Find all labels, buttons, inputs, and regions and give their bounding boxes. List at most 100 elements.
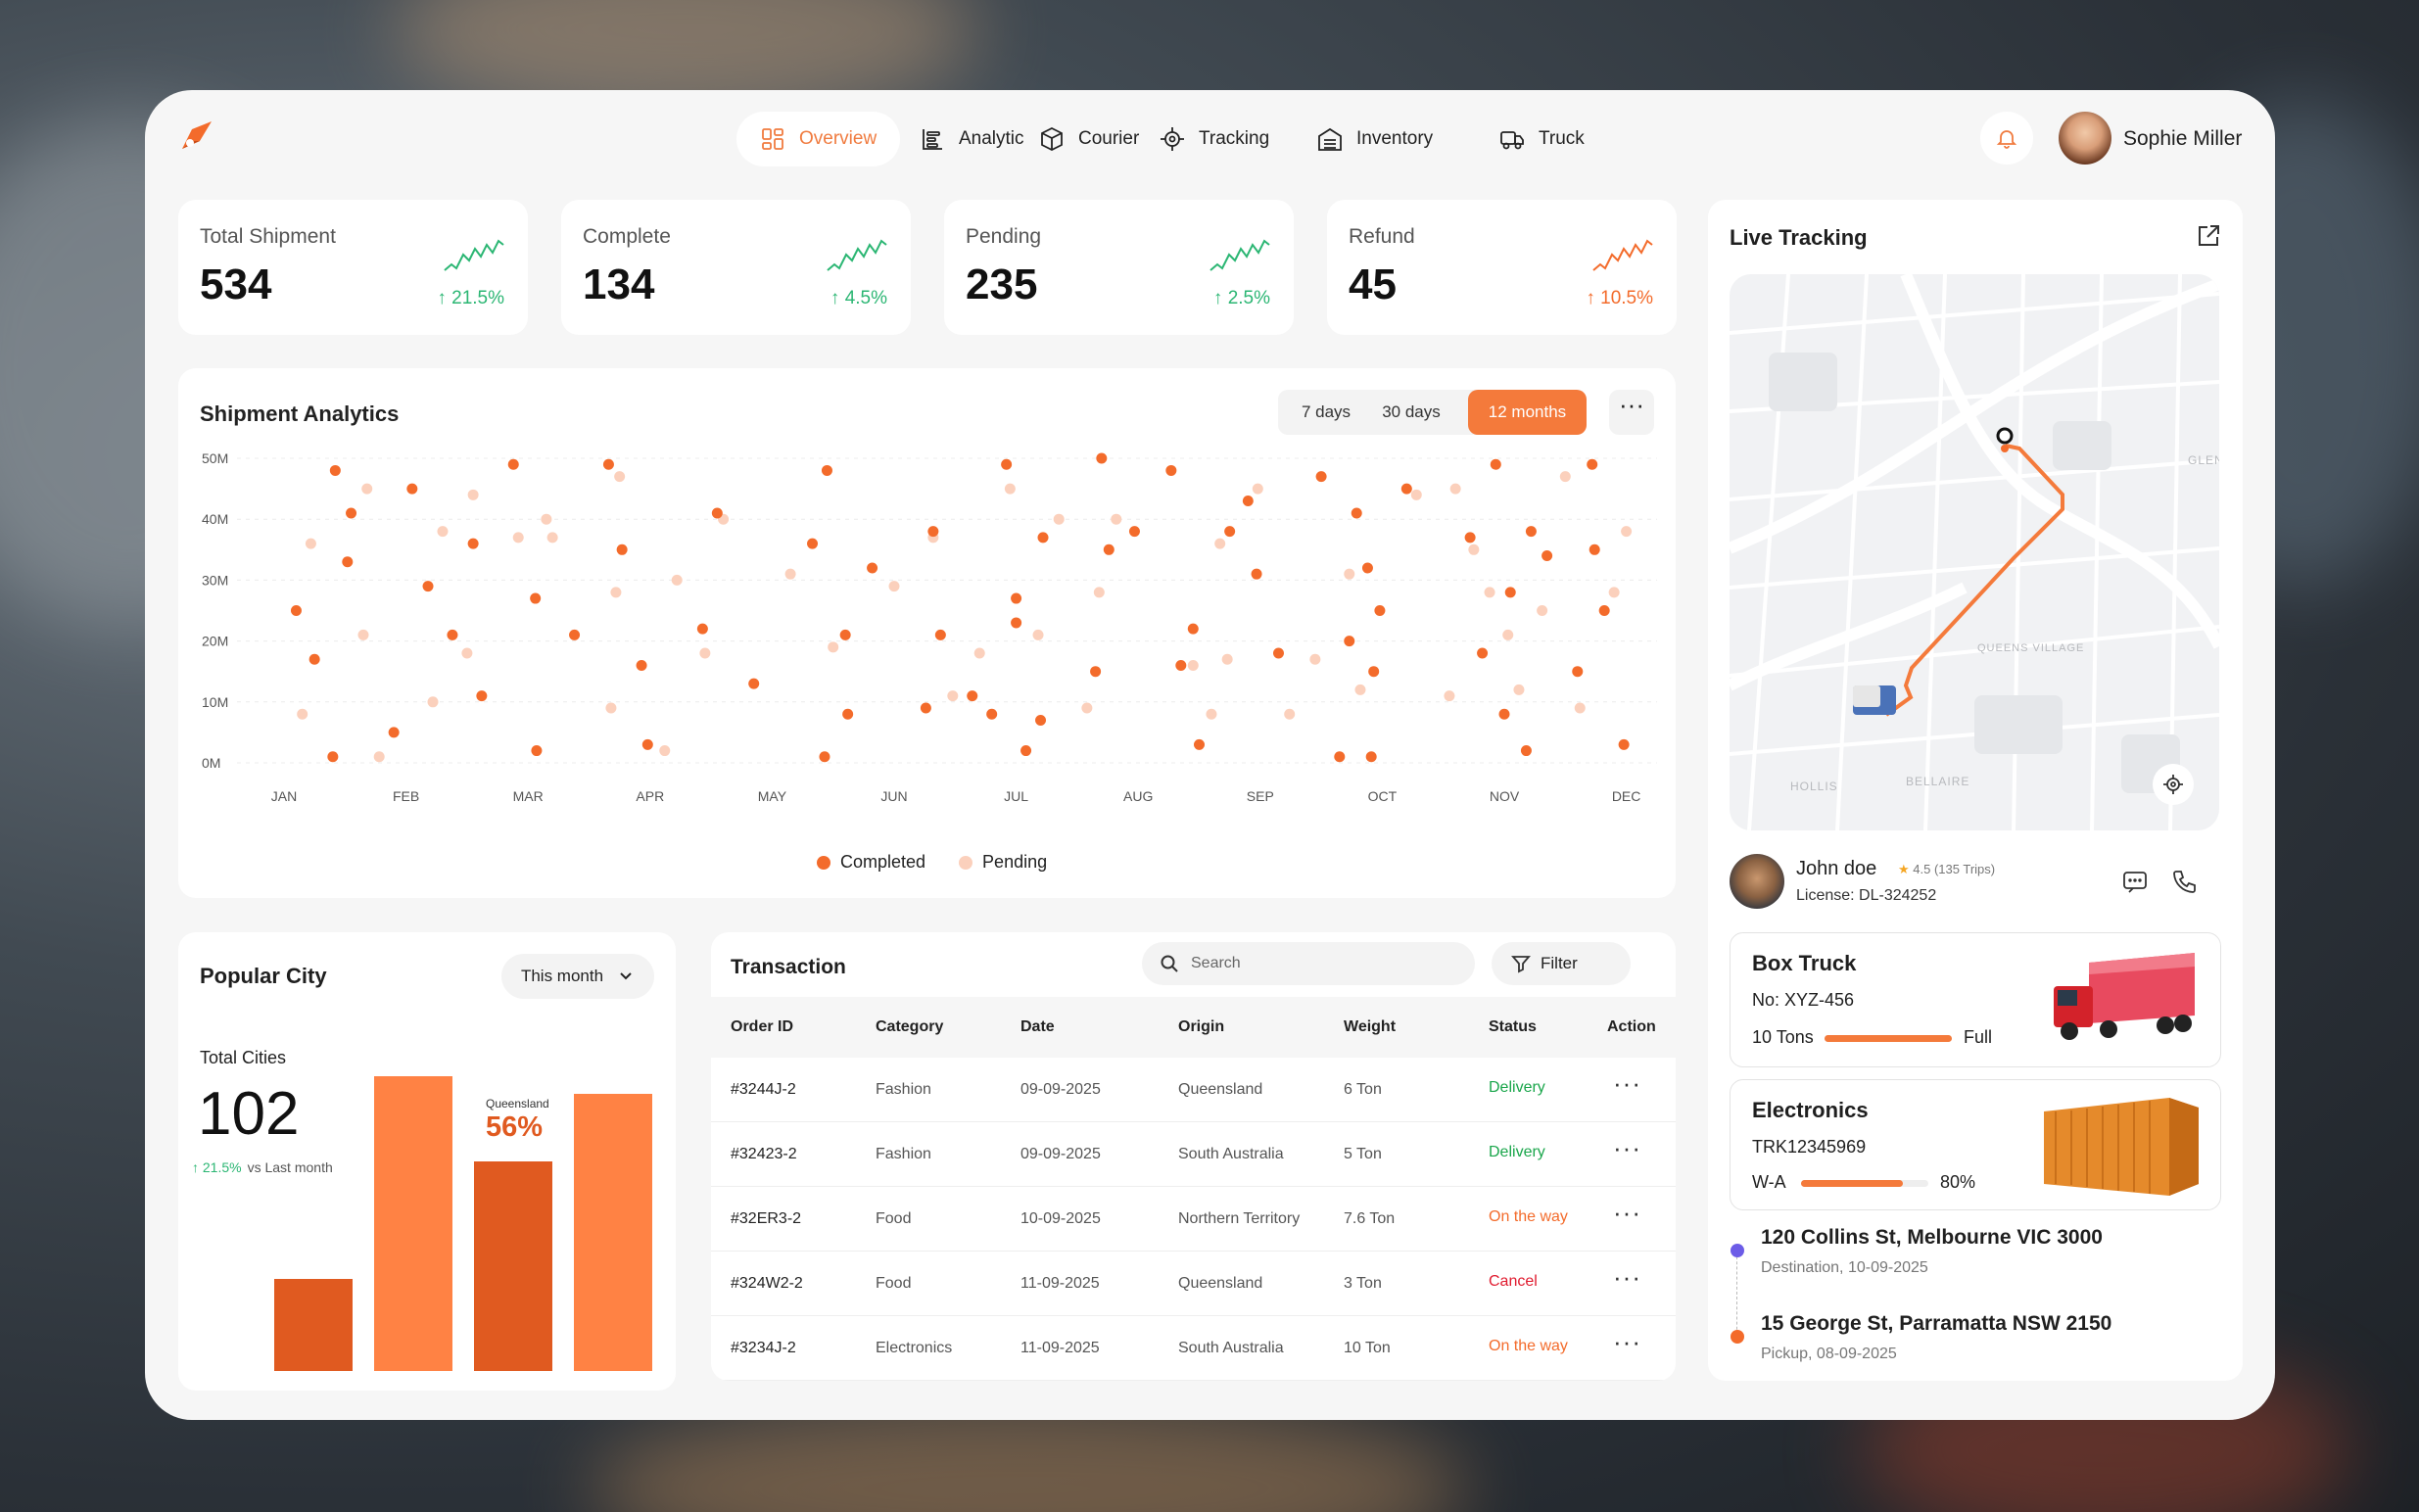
tab-truck[interactable]: Truck [1476,112,1608,166]
chart-legend: Completed Pending [817,852,1047,873]
point-completed [1618,738,1630,750]
route-connector [1736,1252,1737,1340]
stat-card-refund[interactable]: Refund 45 ↑ 10.5% [1327,200,1677,335]
point-completed [934,629,946,640]
range-7-days[interactable]: 7 days [1301,402,1352,421]
live-tracking-title: Live Tracking [1730,225,1868,250]
box-icon [1041,126,1063,152]
more-options-button[interactable]: ··· [1609,390,1654,435]
driver-license: License: DL-324252 [1796,887,1937,904]
sparkline-icon [444,239,504,271]
status-badge: Delivery [1489,1144,1545,1160]
tab-analytic[interactable]: Analytic [896,112,1048,166]
point-completed [1224,526,1236,538]
point-completed [1194,738,1205,750]
map[interactable]: QUEENS VILLAGE HOLLIS BELLAIRE GLEN [1730,274,2219,830]
stat-card-complete[interactable]: Complete 134 ↑ 4.5% [561,200,911,335]
range-30-days[interactable]: 30 days [1382,402,1441,421]
point-pending [605,702,617,714]
pickup-address: 15 George St, Parramatta NSW 2150 [1761,1312,2112,1335]
notifications-button[interactable] [1980,112,2033,165]
stat-value: 45 [1349,260,1397,308]
arrow-up-icon: ↑ [830,288,845,308]
phone-icon[interactable] [2170,869,2198,896]
column-header[interactable]: Origin [1178,1018,1225,1035]
app-logo[interactable] [178,119,213,155]
cell-category: Electronics [876,1340,953,1356]
x-tick-label: APR [636,788,664,804]
point-pending [437,526,449,538]
point-completed [422,581,434,592]
locate-me-button[interactable] [2153,764,2194,805]
row-actions-button[interactable]: ··· [1613,1327,1641,1356]
column-header[interactable]: Weight [1344,1018,1397,1035]
table-row[interactable]: #3234J-2 Electronics 11-09-2025 South Austr… [711,1316,1676,1381]
point-pending [1344,568,1355,580]
point-pending [1111,513,1122,525]
point-completed [447,629,458,640]
table-row[interactable]: #32ER3-2 Food 10-09-2025 Northern Territory… [711,1187,1676,1252]
point-completed [1525,526,1537,538]
crosshair-icon [2163,775,2183,794]
cell-origin: Northern Territory [1178,1210,1301,1227]
column-header[interactable]: Date [1020,1018,1055,1035]
cargo-card[interactable]: Electronics TRK12345969 W-A 80% [1730,1079,2221,1210]
point-pending [305,538,316,549]
stat-card-total-shipment[interactable]: Total Shipment 534 ↑ 21.5% [178,200,528,335]
user-avatar[interactable] [2059,112,2111,165]
stat-card-pending[interactable]: Pending 235 ↑ 2.5% [944,200,1294,335]
message-icon[interactable] [2121,869,2149,896]
cell-category: Food [876,1210,912,1227]
point-completed [1498,708,1510,720]
point-completed [711,507,723,519]
tab-tracking[interactable]: Tracking [1136,112,1293,166]
row-actions-button[interactable]: ··· [1613,1198,1641,1227]
column-header[interactable]: Order ID [731,1018,794,1035]
tab-inventory[interactable]: Inventory [1294,112,1456,166]
y-tick-label: 10M [202,694,228,710]
tab-courier[interactable]: Courier [1016,112,1162,166]
row-actions-button[interactable]: ··· [1613,1068,1641,1098]
period-dropdown[interactable]: This month [501,954,654,999]
city-bar[interactable] [574,1094,652,1371]
column-header[interactable]: Category [876,1018,944,1035]
column-header[interactable]: Status [1489,1018,1537,1035]
point-completed [1175,659,1187,671]
range-12-months[interactable]: 12 months [1468,390,1587,435]
point-completed [290,605,302,616]
search-input[interactable]: Search [1142,942,1475,985]
external-link-icon[interactable] [2196,223,2221,249]
column-header[interactable]: Action [1607,1018,1656,1035]
driver-avatar[interactable] [1730,854,1784,909]
stat-label: Refund [1349,225,1415,248]
container-image [2044,1098,2199,1196]
point-pending [947,690,959,702]
point-completed [842,708,854,720]
tab-overview[interactable]: Overview [736,112,901,166]
star-icon: ★ [1898,862,1910,876]
cell-weight: 10 Ton [1344,1340,1391,1356]
table-row[interactable]: #324W2-2 Food 11-09-2025 Queensland 3 Ton Can… [711,1252,1676,1316]
arrow-up-icon: ↑ [1212,288,1228,308]
point-pending [1537,605,1548,616]
city-bar[interactable] [374,1075,452,1371]
point-completed [1344,636,1355,647]
y-tick-label: 30M [202,572,228,588]
sparkline-icon [1210,239,1270,271]
user-name[interactable]: Sophie Miller [2123,127,2243,150]
row-actions-button[interactable]: ··· [1613,1262,1641,1292]
y-tick-label: 20M [202,634,228,649]
table-row[interactable]: #3244J-2 Fashion 09-09-2025 Queensland 6 Ton… [711,1058,1676,1122]
filter-button[interactable]: Filter [1492,942,1631,985]
point-pending [1608,587,1620,598]
point-pending [1468,543,1480,555]
order-id: #324W2-2 [731,1275,803,1292]
cargo-fill-label: 80% [1940,1172,1976,1192]
point-pending [1284,708,1296,720]
box-truck-card[interactable]: Box Truck No: XYZ-456 10 Tons Full [1730,932,2221,1067]
table-row[interactable]: #32423-2 Fashion 09-09-2025 South Australia… [711,1122,1676,1187]
point-completed [1542,550,1553,562]
row-actions-button[interactable]: ··· [1613,1133,1641,1162]
city-bar[interactable] [474,1161,552,1371]
city-bar[interactable] [274,1278,353,1371]
